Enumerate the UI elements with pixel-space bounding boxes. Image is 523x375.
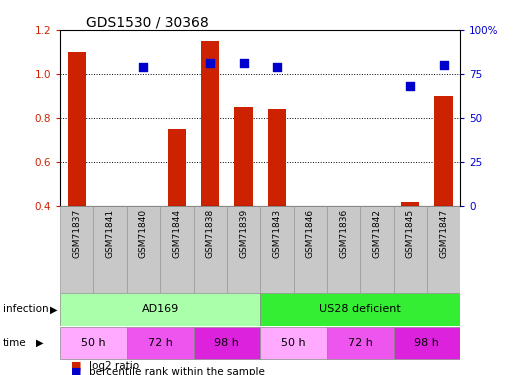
Bar [327,206,360,292]
Bar [394,327,460,359]
Bar [360,206,393,292]
Point [406,83,414,89]
Bar [234,107,253,206]
Text: infection: infection [3,304,48,314]
Text: GSM71841: GSM71841 [106,209,115,258]
Bar [260,206,293,292]
Text: log2 ratio: log2 ratio [89,361,139,370]
Text: ■: ■ [71,361,81,370]
Bar [260,293,460,326]
Text: US28 deficient: US28 deficient [320,304,401,314]
Text: GDS1530 / 30368: GDS1530 / 30368 [86,15,209,29]
Point [206,60,214,66]
Bar [394,206,427,292]
Text: 72 h: 72 h [348,338,373,348]
Bar [293,206,327,292]
Text: GSM71845: GSM71845 [406,209,415,258]
Bar [127,327,194,359]
Bar [260,327,327,359]
Bar [327,327,393,359]
Text: ▶: ▶ [36,338,43,348]
Bar [168,129,186,206]
Text: GSM71840: GSM71840 [139,209,148,258]
Text: 50 h: 50 h [281,338,306,348]
Text: GSM71838: GSM71838 [206,209,214,258]
Text: 72 h: 72 h [147,338,173,348]
Bar [227,206,260,292]
Text: GSM71846: GSM71846 [306,209,315,258]
Point [240,60,248,66]
Text: 98 h: 98 h [214,338,240,348]
Point [272,64,281,70]
Bar [201,41,219,206]
Bar [60,327,127,359]
Bar [194,327,260,359]
Text: GSM71844: GSM71844 [173,209,181,258]
Bar [194,206,227,292]
Text: 50 h: 50 h [81,338,106,348]
Text: GSM71847: GSM71847 [439,209,448,258]
Text: GSM71843: GSM71843 [272,209,281,258]
Text: 98 h: 98 h [414,338,439,348]
Text: GSM71837: GSM71837 [72,209,81,258]
Point [439,62,448,68]
Bar [67,52,86,206]
Text: GSM71842: GSM71842 [372,209,381,258]
Text: GSM71839: GSM71839 [239,209,248,258]
Bar [60,293,260,326]
Bar [401,202,419,206]
Bar [160,206,194,292]
Bar [268,110,286,206]
Point [139,64,147,70]
Text: ▶: ▶ [50,304,57,314]
Bar [427,206,460,292]
Text: GSM71836: GSM71836 [339,209,348,258]
Text: ■: ■ [71,367,81,375]
Text: percentile rank within the sample: percentile rank within the sample [89,367,265,375]
Bar [94,206,127,292]
Bar [127,206,160,292]
Bar [435,96,453,206]
Bar [60,206,94,292]
Text: time: time [3,338,26,348]
Text: AD169: AD169 [142,304,179,314]
